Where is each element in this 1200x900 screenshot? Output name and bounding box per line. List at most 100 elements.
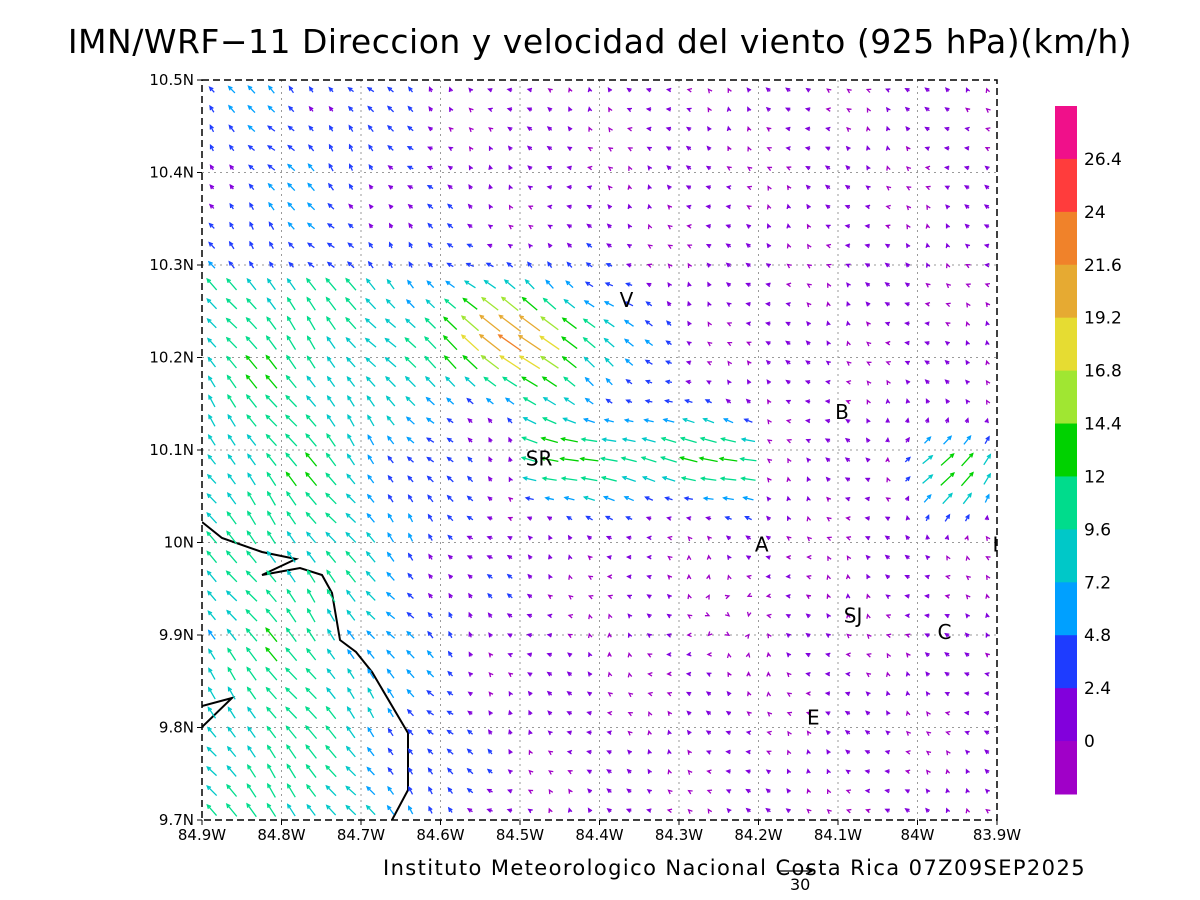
- wind-vector: [587, 671, 593, 677]
- wind-vector: [208, 667, 216, 680]
- wind-vector: [667, 710, 673, 716]
- wind-vector: [428, 553, 433, 560]
- wind-vector: [286, 510, 297, 525]
- wind-vector: [548, 573, 553, 580]
- wind-vector: [487, 417, 493, 424]
- wind-vector: [984, 262, 990, 268]
- wind-vector: [567, 633, 573, 639]
- wind-vector: [646, 535, 652, 541]
- wind-vector: [567, 807, 573, 813]
- colorbar-segment: [1055, 635, 1077, 689]
- wind-vector: [446, 475, 454, 483]
- wind-vector: [785, 379, 791, 385]
- wind-vector: [824, 165, 831, 171]
- wind-vector: [487, 496, 493, 502]
- wind-vector: [563, 496, 575, 501]
- wind-vector: [226, 355, 237, 369]
- wind-vector: [328, 105, 334, 112]
- wind-vector: [567, 613, 574, 619]
- wind-vector: [246, 530, 257, 545]
- wind-vector: [546, 185, 553, 190]
- wind-vector: [965, 263, 971, 269]
- wind-vector: [478, 333, 501, 352]
- wind-vector: [468, 87, 474, 93]
- wind-vector: [746, 341, 752, 346]
- wind-vector: [207, 610, 216, 621]
- wind-vector: [904, 495, 910, 501]
- wind-vector: [466, 495, 474, 502]
- wind-vector: [347, 433, 355, 447]
- wind-vector: [246, 686, 257, 700]
- wind-vectors: [206, 85, 992, 818]
- city-label: E: [807, 705, 820, 729]
- wind-vector: [886, 125, 891, 132]
- wind-vector: [345, 531, 357, 543]
- wind-vector: [468, 107, 474, 113]
- wind-vector: [686, 729, 692, 735]
- wind-vector: [406, 436, 415, 444]
- wind-vector: [845, 165, 851, 171]
- wind-vector: [566, 730, 572, 735]
- wind-vector: [368, 184, 374, 190]
- wind-vector: [548, 770, 554, 775]
- wind-vector: [346, 356, 356, 368]
- wind-vector: [985, 593, 990, 599]
- wind-vector: [488, 164, 493, 170]
- wind-vector: [665, 87, 672, 93]
- wind-vector: [725, 282, 732, 288]
- wind-vector: [548, 788, 554, 795]
- wind-vector: [885, 497, 891, 502]
- colorbar-label: 24: [1084, 203, 1106, 223]
- wind-vector: [807, 243, 812, 249]
- wind-vector: [325, 784, 337, 797]
- wind-vector: [826, 496, 832, 502]
- wind-vector: [787, 749, 792, 755]
- wind-vector: [765, 106, 771, 112]
- wind-vector: [824, 652, 831, 658]
- wind-vector: [468, 651, 473, 657]
- wind-vector: [662, 418, 675, 423]
- wind-vector: [539, 335, 560, 350]
- wind-vector: [405, 416, 415, 425]
- wind-vector: [804, 399, 811, 404]
- wind-vector: [226, 277, 238, 291]
- wind-vector: [346, 706, 356, 719]
- wind-vector: [965, 379, 970, 385]
- wind-vector: [265, 414, 278, 427]
- wind-vector: [305, 452, 318, 467]
- wind-vector: [541, 476, 557, 481]
- wind-vector: [707, 106, 712, 113]
- wind-vector: [718, 456, 738, 462]
- wind-vector: [765, 788, 771, 794]
- wind-vector: [247, 726, 256, 738]
- wind-vector: [208, 222, 215, 229]
- wind-vector: [944, 614, 950, 619]
- wind-vector: [667, 555, 673, 561]
- wind-vector: [644, 379, 653, 385]
- wind-vector: [884, 535, 890, 541]
- wind-vector: [646, 574, 652, 580]
- wind-vector: [365, 570, 376, 582]
- wind-vector: [285, 394, 298, 408]
- wind-vector: [824, 399, 831, 404]
- wind-vector: [864, 536, 871, 541]
- wind-vector: [326, 261, 335, 268]
- wind-vector: [964, 126, 970, 132]
- wind-vector: [884, 554, 890, 560]
- colorbar-segment: [1055, 582, 1077, 636]
- wind-vector: [227, 706, 236, 719]
- wind-vector: [483, 279, 497, 289]
- wind-vector: [625, 378, 633, 385]
- wind-vector: [466, 535, 474, 540]
- wind-vector: [924, 574, 930, 580]
- wind-vector: [366, 649, 375, 659]
- wind-vector: [247, 453, 256, 466]
- wind-vector: [428, 786, 433, 795]
- wind-vector: [588, 613, 593, 620]
- wind-vector: [845, 418, 851, 424]
- wind-vector: [724, 516, 732, 521]
- lon-tick-label: 83.9W: [973, 826, 1021, 844]
- wind-vector: [706, 262, 712, 268]
- wind-vector: [427, 203, 434, 210]
- wind-vector: [407, 203, 414, 209]
